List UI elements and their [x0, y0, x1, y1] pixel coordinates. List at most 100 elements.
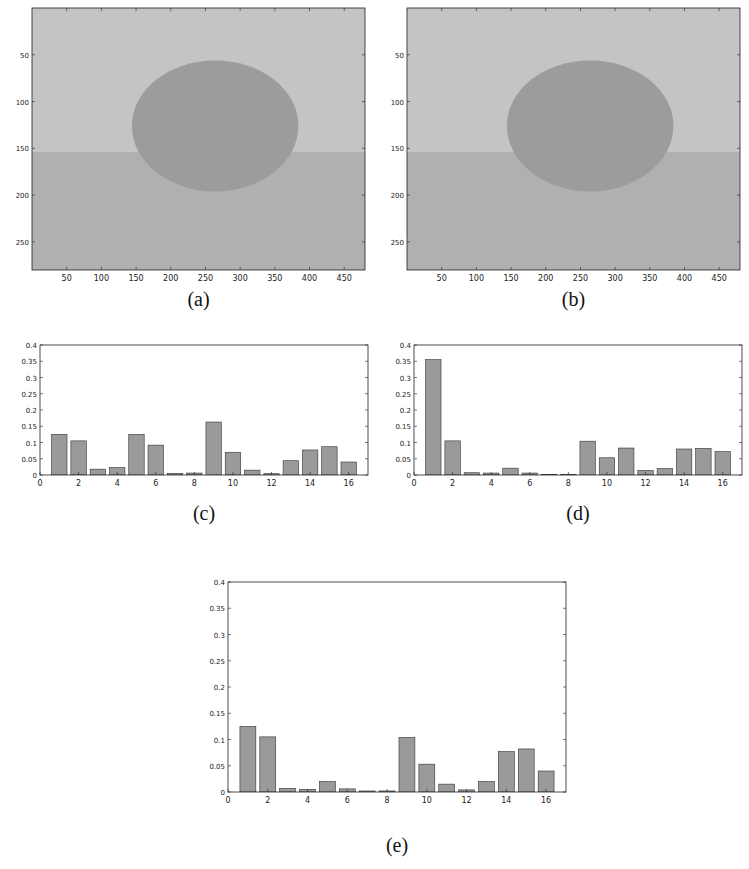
y-tick — [739, 377, 742, 378]
bar — [715, 452, 730, 475]
y-tick — [365, 458, 368, 459]
photo-shape — [132, 60, 299, 191]
x-tick-label: 2 — [265, 796, 270, 805]
y-tick — [365, 426, 368, 427]
x-tick-label: 0 — [411, 479, 416, 488]
x-tick — [476, 267, 477, 270]
bar — [638, 470, 653, 475]
bar — [439, 784, 455, 792]
y-tick-label: 0.25 — [209, 658, 225, 666]
bar — [206, 422, 221, 475]
x-tick — [136, 8, 137, 11]
y-tick-label: 50 — [20, 52, 29, 60]
y-tick-label: 0.2 — [400, 407, 411, 415]
x-tick-label: 6 — [527, 479, 532, 488]
x-tick-label: 200 — [538, 274, 553, 283]
y-tick — [365, 442, 368, 443]
y-tick-label: 0.35 — [21, 358, 37, 366]
y-tick — [739, 393, 742, 394]
x-tick — [309, 8, 310, 11]
y-tick — [40, 345, 43, 346]
x-tick-label: 12 — [266, 479, 276, 488]
bar — [619, 448, 634, 475]
y-tick — [737, 148, 740, 149]
y-tick — [737, 241, 740, 242]
bar — [341, 462, 356, 475]
x-tick-label: 6 — [153, 479, 158, 488]
bar — [260, 737, 276, 792]
x-tick — [545, 267, 546, 270]
x-tick — [194, 472, 195, 475]
bar — [129, 434, 144, 475]
photo — [32, 8, 365, 270]
bar — [426, 360, 441, 475]
x-tick-label: 8 — [385, 796, 390, 805]
y-tick — [563, 687, 566, 688]
y-tick — [32, 148, 35, 149]
y-tick — [40, 393, 43, 394]
y-tick — [739, 475, 742, 476]
y-tick-label: 0 — [33, 472, 37, 480]
y-tick — [563, 792, 566, 793]
x-tick — [645, 472, 646, 475]
x-tick-label: 2 — [76, 479, 81, 488]
y-tick-label: 0.3 — [214, 632, 225, 640]
bar — [503, 468, 518, 475]
bar — [280, 788, 296, 792]
bar — [148, 445, 163, 475]
y-tick — [737, 54, 740, 55]
y-tick — [414, 377, 417, 378]
y-tick — [739, 345, 742, 346]
frame — [40, 345, 368, 475]
x-tick-label: 14 — [305, 479, 315, 488]
x-tick — [274, 8, 275, 11]
frame — [407, 8, 740, 270]
x-tick — [101, 8, 102, 11]
x-tick-label: 4 — [489, 479, 494, 488]
y-tick-label: 0.2 — [26, 407, 37, 415]
x-tick — [170, 8, 171, 11]
y-tick-label: 0.4 — [214, 579, 226, 587]
x-tick — [347, 789, 348, 792]
y-tick — [407, 101, 410, 102]
x-tick — [441, 267, 442, 270]
y-tick — [365, 361, 368, 362]
x-tick — [719, 267, 720, 270]
x-tick-label: 0 — [225, 796, 230, 805]
panel-3: 024681012141600.050.10.150.20.250.30.350… — [395, 342, 742, 525]
y-tick-label: 0.3 — [26, 375, 37, 383]
x-tick — [580, 8, 581, 11]
x-tick-label: 12 — [461, 796, 471, 805]
x-tick — [441, 8, 442, 11]
bar — [518, 749, 534, 792]
bar — [109, 468, 124, 475]
panel-2: 024681012141600.050.10.150.20.250.30.350… — [21, 342, 368, 525]
bar — [479, 782, 495, 793]
x-tick-label: 50 — [437, 274, 447, 283]
y-tick-label: 250 — [391, 239, 404, 247]
y-tick — [365, 393, 368, 394]
y-tick — [228, 792, 231, 793]
y-tick — [414, 458, 417, 459]
panel-label: (c) — [193, 502, 215, 525]
y-tick — [228, 608, 231, 609]
x-tick — [684, 8, 685, 11]
y-tick-label: 0.25 — [395, 391, 411, 399]
x-tick — [117, 472, 118, 475]
photo — [407, 8, 740, 270]
y-tick — [32, 195, 35, 196]
x-tick — [684, 267, 685, 270]
bar — [419, 764, 435, 792]
x-tick — [545, 8, 546, 11]
x-tick — [232, 472, 233, 475]
x-tick-label: 8 — [192, 479, 197, 488]
y-tick-label: 0.05 — [21, 456, 37, 464]
y-tick — [739, 410, 742, 411]
x-tick-label: 400 — [677, 274, 692, 283]
x-tick — [649, 8, 650, 11]
y-tick-label: 0.2 — [214, 684, 225, 692]
panel-4: 024681012141600.050.10.150.20.250.30.350… — [209, 579, 566, 857]
y-tick-label: 0 — [221, 789, 225, 797]
plot-area — [407, 8, 740, 270]
bar — [245, 470, 260, 475]
